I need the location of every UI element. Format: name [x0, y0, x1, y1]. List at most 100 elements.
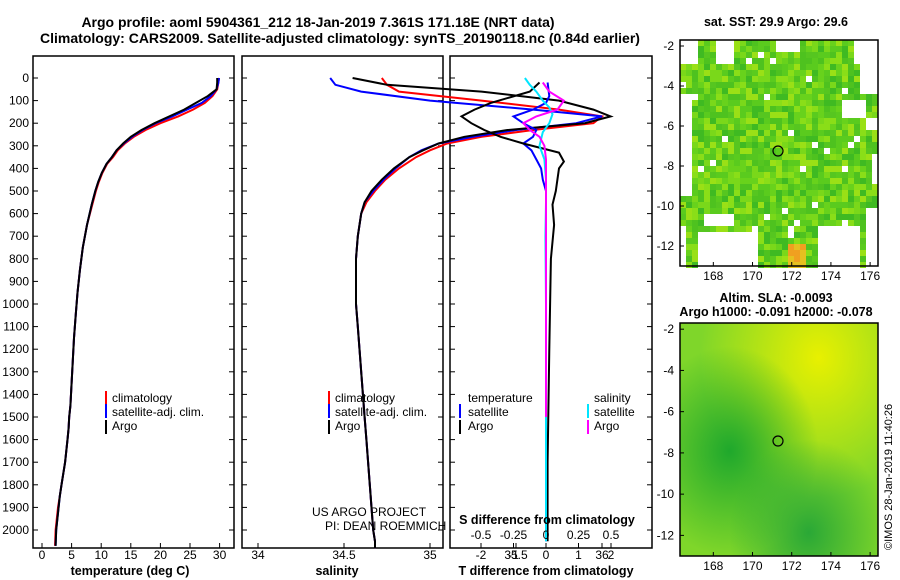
sst-cell — [824, 94, 830, 100]
sst-cell — [788, 220, 794, 226]
sst-cell — [698, 118, 704, 124]
sst-cell — [860, 166, 866, 172]
sst-cell — [740, 76, 746, 82]
sst-cell — [824, 214, 830, 220]
sst-cell — [728, 70, 734, 76]
sst-cell — [782, 232, 788, 238]
sst-cell — [854, 64, 860, 70]
sst-cell — [776, 58, 782, 64]
sst-cell — [698, 64, 704, 70]
sst-cell — [830, 142, 836, 148]
diff-s-tick-label: 0.25 — [567, 528, 591, 542]
sst-cell — [782, 172, 788, 178]
sst-cell — [692, 220, 698, 226]
sst-cell — [716, 178, 722, 184]
sst-cell — [818, 214, 824, 220]
sst-cell — [782, 76, 788, 82]
sst-cell — [692, 184, 698, 190]
temp-tick-label: 10 — [95, 548, 109, 562]
sst-cell — [830, 46, 836, 52]
sst-cell — [704, 154, 710, 160]
sst-cell — [764, 112, 770, 118]
sst-cell — [806, 70, 812, 76]
sst-cell — [842, 76, 848, 82]
sla-map-low-anomaly-south — [680, 323, 878, 556]
sst-cell — [722, 190, 728, 196]
sst-cell — [806, 184, 812, 190]
sst-cell — [794, 256, 800, 262]
sst-cell — [782, 178, 788, 184]
sst-cell — [848, 88, 854, 94]
sst-cell — [758, 202, 764, 208]
sst-cell — [848, 70, 854, 76]
sst-cell — [818, 130, 824, 136]
sst-cell — [824, 166, 830, 172]
sst-cell — [698, 46, 704, 52]
sst-cell — [734, 208, 740, 214]
sst-cell — [710, 94, 716, 100]
sst-cell — [746, 82, 752, 88]
sst-cell — [758, 160, 764, 166]
sst-cell — [794, 100, 800, 106]
sst-cell — [692, 148, 698, 154]
sst-cell — [728, 112, 734, 118]
sst-cell — [794, 196, 800, 202]
sst-cell — [698, 70, 704, 76]
sst-cell — [740, 88, 746, 94]
diff-s-tick-label: 0 — [543, 528, 550, 542]
sst-cell — [770, 76, 776, 82]
sst-map-frame — [679, 39, 879, 267]
sst-cell — [770, 166, 776, 172]
sst-cell — [788, 238, 794, 244]
sst-cell — [746, 118, 752, 124]
sst-cell — [818, 124, 824, 130]
sst-cell — [836, 76, 842, 82]
diff-t-tick-label: -1 — [508, 548, 519, 562]
sst-cell — [788, 256, 794, 262]
sst-cell — [746, 46, 752, 52]
sst-cell — [860, 220, 866, 226]
sst-cell — [830, 160, 836, 166]
sst-cell — [710, 118, 716, 124]
sst-cell — [704, 58, 710, 64]
sst-cell — [776, 226, 782, 232]
sst-cell — [734, 190, 740, 196]
sst-cell — [764, 232, 770, 238]
sst-cell — [788, 100, 794, 106]
sst-cell — [794, 238, 800, 244]
sst-cell — [770, 244, 776, 250]
sst-cell — [806, 124, 812, 130]
sst-cell — [746, 88, 752, 94]
sst-cell — [794, 214, 800, 220]
sst-cell — [776, 154, 782, 160]
sst-cell — [782, 106, 788, 112]
sst-cell — [704, 118, 710, 124]
sst-cell — [698, 124, 704, 130]
legend-argo: Argo — [112, 419, 138, 433]
sst-cell — [728, 142, 734, 148]
sst-cell — [830, 202, 836, 208]
sst-cell — [704, 124, 710, 130]
sst-cell — [746, 214, 752, 220]
sst-cell — [776, 244, 782, 250]
sst-cell — [788, 184, 794, 190]
sst-cell — [710, 172, 716, 178]
sst-cell — [680, 220, 686, 226]
sst-cell — [758, 208, 764, 214]
sst-cell — [872, 148, 878, 154]
depth-tick-label: 300 — [9, 139, 29, 153]
sst-cell — [824, 220, 830, 226]
sst-cell — [734, 184, 740, 190]
sst-cell — [812, 256, 818, 262]
sst-cell — [752, 142, 758, 148]
sla-map-frame — [679, 322, 879, 557]
sst-cell — [764, 160, 770, 166]
sst-cell — [818, 172, 824, 178]
sst-cell — [788, 82, 794, 88]
sst-cell — [752, 148, 758, 154]
sst-cell — [860, 214, 866, 220]
sst-cell — [782, 238, 788, 244]
sst-cell — [818, 94, 824, 100]
sst-cell — [806, 172, 812, 178]
sst-cell — [734, 112, 740, 118]
